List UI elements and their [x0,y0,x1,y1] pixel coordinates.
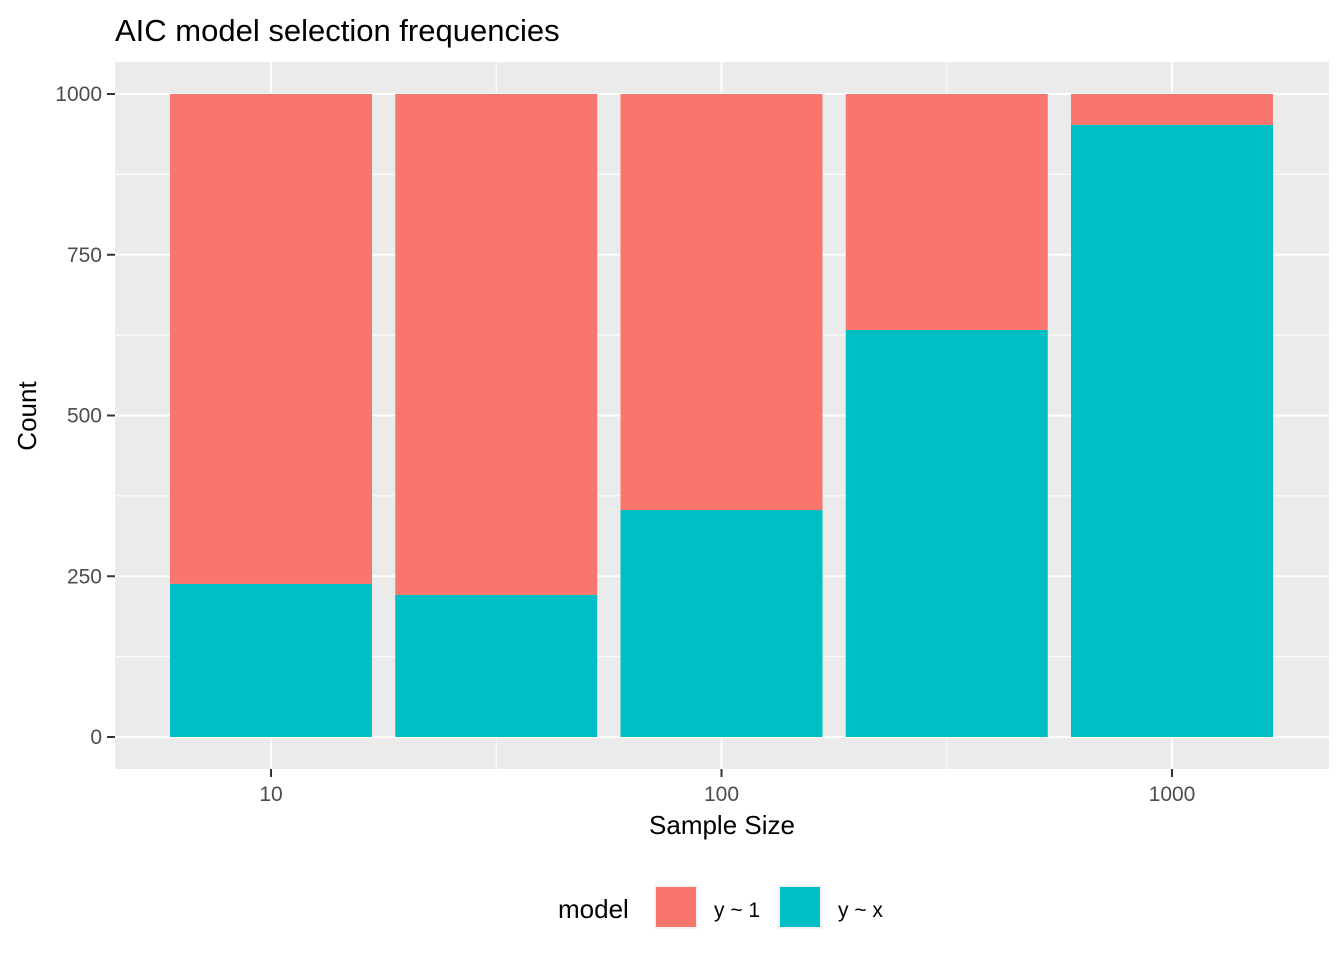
legend-key [780,887,820,927]
bar-y-x-316 [845,329,1048,737]
x-tick-label: 10 [259,783,282,806]
legend-title: model [558,894,629,924]
chart-title: AIC model selection frequencies [115,13,560,48]
bar-y-x-1000 [1071,124,1273,737]
legend-label: y ~ x [838,899,883,922]
y-axis: 0 250 500 750 1000 [55,83,115,749]
y-tick-label: 750 [67,244,102,267]
legend-key [656,887,696,927]
y-tick-label: 500 [67,405,102,428]
bar-y-1-100 [620,94,823,511]
bar-y-1-1000 [1071,94,1273,125]
y-tick-label: 250 [67,565,102,588]
legend: model y ~ 1 y ~ x [558,885,883,929]
legend-label: y ~ 1 [714,899,760,922]
y-tick-label: 1000 [55,83,102,106]
bar-y-1-316 [845,94,1048,330]
bars [170,94,1273,737]
x-axis-title: Sample Size [649,810,795,840]
bar-y-x-100 [620,510,823,737]
bar-y-1-31.6 [395,94,598,595]
x-tick-label: 1000 [1149,783,1196,806]
y-tick-label: 0 [90,726,102,749]
bar-y-x-10 [170,583,372,737]
x-tick-label: 100 [704,783,739,806]
y-axis-title: Count [12,381,42,451]
bar-y-x-31.6 [395,594,598,737]
x-axis: 10 100 1000 [259,769,1195,806]
bar-y-1-10 [170,94,372,584]
